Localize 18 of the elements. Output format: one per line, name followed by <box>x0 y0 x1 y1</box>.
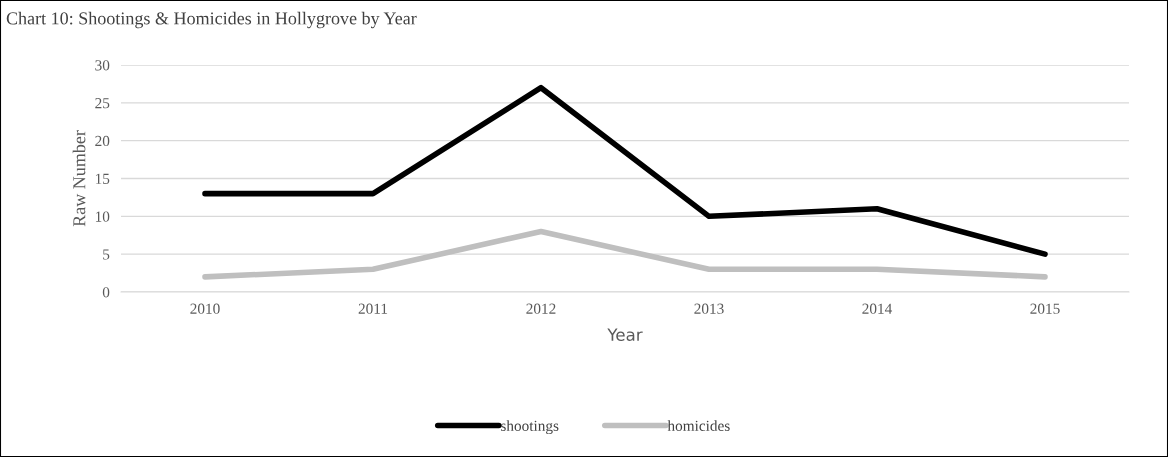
y-tick-label: 10 <box>95 211 110 222</box>
x-tick-label: 2011 <box>358 303 388 314</box>
x-tick-label: 2013 <box>694 303 724 314</box>
y-axis-title: Raw Number <box>72 130 86 227</box>
y-tick-label: 5 <box>103 249 110 260</box>
legend-label: homicides <box>667 420 730 431</box>
y-tick-label: 20 <box>95 135 110 147</box>
legend-label: shootings <box>501 420 559 435</box>
chart-title: Chart 10: Shootings & Homicides in Hollygrove by Year <box>6 11 417 29</box>
x-axis-title: Year <box>607 328 643 341</box>
y-tick-label: 25 <box>95 98 110 109</box>
y-tick-label: 30 <box>95 60 110 71</box>
y-tick-label: 0 <box>102 287 110 298</box>
x-tick-label: 2012 <box>526 303 556 314</box>
x-tick-label: 2010 <box>190 303 220 314</box>
x-tick-label: 2014 <box>862 303 893 314</box>
x-tick-label: 2015 <box>1030 303 1060 314</box>
y-tick-label: 15 <box>95 173 110 184</box>
